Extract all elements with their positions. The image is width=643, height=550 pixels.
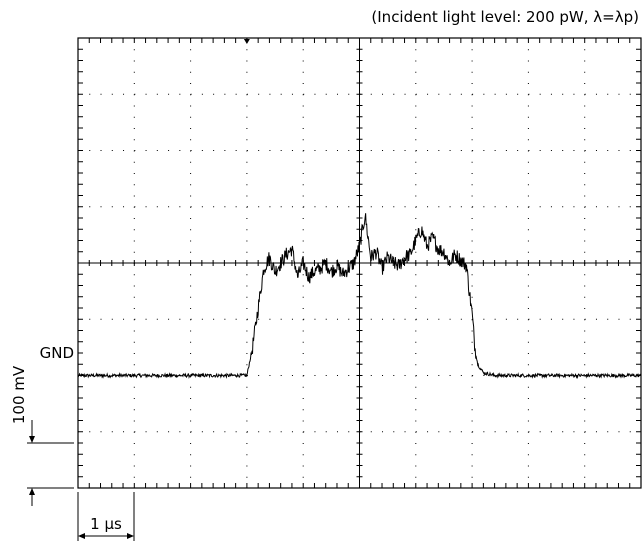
vertical-scale-label: 100 mV (10, 365, 28, 424)
arrow-up-icon (29, 488, 35, 495)
waveform-trace (77, 213, 642, 380)
horizontal-scale-indicator: 1 μs (77, 492, 135, 541)
incident-light-annotation: (Incident light level: 200 pW, λ=λp) (371, 8, 639, 26)
gnd-label: GND (40, 344, 74, 362)
vertical-scale-indicator: 100 mV (10, 365, 74, 506)
plot-frame (77, 37, 642, 489)
arrow-down-icon (29, 436, 35, 443)
arrow-right-icon (127, 533, 134, 539)
arrow-left-icon (78, 533, 85, 539)
horizontal-scale-label: 1 μs (90, 515, 122, 533)
graticule (78, 38, 641, 488)
trigger-marker-icon (243, 39, 250, 44)
